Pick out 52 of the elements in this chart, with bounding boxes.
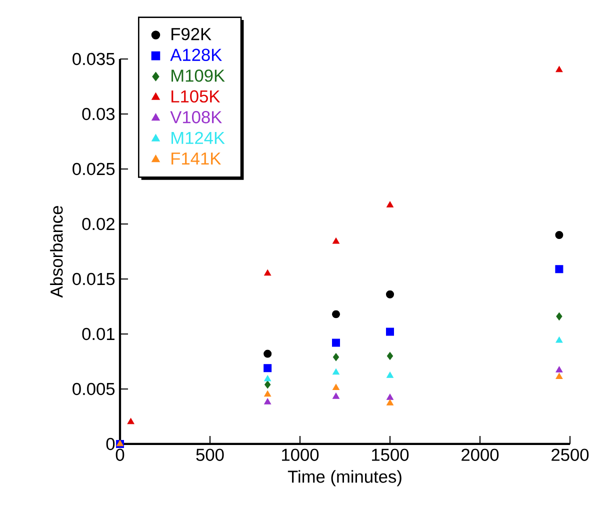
point: [264, 398, 272, 404]
x-axis-title: Time (minutes): [288, 470, 402, 486]
x-tick-label: 500: [196, 448, 224, 461]
point: [556, 312, 562, 320]
y-axis-title: Absorbance: [50, 206, 63, 298]
y-tick-label: 0.01: [82, 328, 114, 340]
y-tick-label: 0.03: [82, 108, 115, 120]
point: [264, 350, 272, 358]
x-tick-label: 0: [116, 448, 124, 461]
x-tick-label: 1000: [282, 448, 319, 461]
point: [386, 352, 394, 360]
x-tick-label: 2500: [552, 448, 589, 461]
point: [555, 230, 564, 239]
legend-label: F92K: [172, 28, 212, 40]
point: [332, 338, 340, 347]
point: [556, 366, 563, 372]
legend-label: L105K: [172, 90, 220, 103]
point: [332, 310, 340, 318]
legend-label: A128K: [170, 48, 222, 62]
point: [386, 328, 394, 336]
point: [556, 66, 563, 72]
point: [264, 364, 272, 372]
point: [332, 384, 340, 390]
legend-label: V108K: [170, 111, 222, 124]
point: [264, 375, 272, 382]
y-tick-label: 0.025: [72, 162, 115, 176]
point: [386, 372, 394, 378]
point: [556, 372, 563, 380]
point: [264, 390, 272, 397]
y-tick-label: 0: [106, 438, 115, 450]
point: [386, 201, 394, 208]
point: [332, 368, 340, 375]
y-tick-label: 0.015: [72, 272, 115, 286]
y-tick-label: 0.02: [82, 218, 114, 230]
point: [264, 380, 271, 389]
point: [555, 265, 564, 274]
x-tick-label: 2000: [462, 448, 499, 461]
y-tick-label: 0.005: [72, 382, 115, 396]
legend-label: F141K: [172, 152, 222, 165]
point: [127, 418, 134, 424]
point: [332, 353, 340, 362]
point: [386, 290, 394, 298]
x-tick-label: 1500: [372, 448, 409, 461]
point: [264, 269, 272, 276]
point: [386, 394, 394, 400]
legend-label: M109K: [172, 70, 225, 82]
point: [332, 238, 340, 244]
point: [332, 392, 340, 399]
y-tick-label: 0.035: [72, 52, 115, 66]
point: [556, 336, 563, 343]
point: [386, 399, 394, 406]
legend-label: M124K: [172, 132, 225, 144]
